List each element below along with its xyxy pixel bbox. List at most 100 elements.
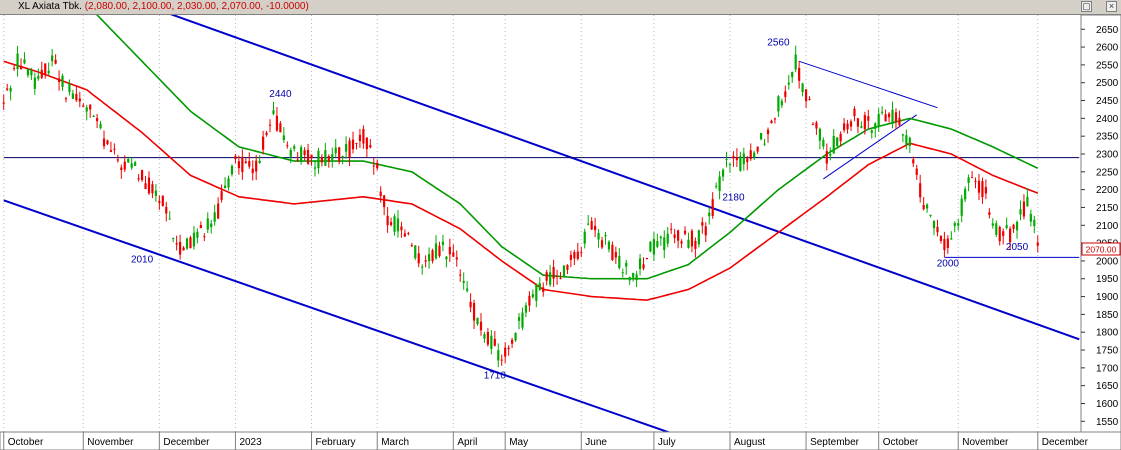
candle-body <box>71 93 74 99</box>
candle-body <box>642 264 645 269</box>
candle-body <box>369 144 372 148</box>
candle-body <box>566 265 569 270</box>
candle-body <box>981 181 984 198</box>
candle-body <box>905 135 908 145</box>
y-tick-label: 2000 <box>1096 256 1119 267</box>
candle-body <box>338 147 341 162</box>
candle-body <box>587 223 590 225</box>
candle-body <box>324 150 327 166</box>
candle-body <box>977 180 981 193</box>
candle-body <box>365 137 368 150</box>
candle-body <box>521 312 524 328</box>
candle-body <box>230 165 234 175</box>
candle-body <box>185 238 189 249</box>
candle-body <box>414 245 417 259</box>
candle-body <box>199 225 202 229</box>
annotations: 2560 2440 2010 2180 1710 2000 2050 <box>131 37 1029 381</box>
candle-body <box>749 150 752 159</box>
candle-body <box>836 137 839 147</box>
candle-body <box>604 235 607 237</box>
candle-body <box>438 245 441 256</box>
y-tick-label: 2200 <box>1096 185 1119 196</box>
candle-body <box>960 198 963 216</box>
y-axis: 1550 1600 1650 1700 1750 1800 1850 1900 1950 2000… <box>1081 25 1119 428</box>
price-annotation: 2560 <box>767 37 790 48</box>
last-price-badge: 2070.00 <box>1081 242 1121 256</box>
candle-body <box>483 334 486 339</box>
plot-background <box>0 15 1081 432</box>
candle-body <box>798 67 801 81</box>
candle-body <box>721 169 725 177</box>
candle-body <box>645 258 649 260</box>
candle-body <box>891 109 894 125</box>
candle-body <box>30 70 33 76</box>
candle-body <box>614 252 617 258</box>
x-tick-label: 2023 <box>239 437 262 448</box>
candle-body <box>16 53 19 70</box>
candle-body <box>683 230 687 234</box>
y-axis-panel <box>1080 14 1121 436</box>
candle-body <box>735 157 738 161</box>
candle-body <box>549 272 552 285</box>
candle-body <box>296 159 299 161</box>
ohlc-readout: (2,080.00, 2,100.00, 2,030.00, 2,070.00,… <box>84 1 309 12</box>
candle-body <box>47 70 50 74</box>
candle-body <box>656 241 659 247</box>
candle-body <box>400 226 403 231</box>
candle-body <box>663 237 666 251</box>
candle-body <box>867 116 870 121</box>
candle-body <box>479 321 483 331</box>
candle-body <box>1026 196 1029 207</box>
candle-body <box>393 216 396 232</box>
candle-body <box>829 154 832 156</box>
candle-body <box>974 180 977 182</box>
y-tick-label: 2400 <box>1096 114 1119 125</box>
trend-lines <box>3 0 1080 437</box>
candle-body <box>151 184 154 194</box>
candle-body <box>583 231 586 244</box>
candle-body <box>355 142 358 144</box>
candle-body <box>815 122 818 129</box>
x-tick-label: March <box>381 437 409 448</box>
window-title: XL Axiata Tbk. <box>18 1 82 12</box>
candle-body <box>998 226 1001 242</box>
candle-body <box>946 238 949 248</box>
candle-body <box>628 277 631 281</box>
candle-body <box>57 78 61 83</box>
candle-body <box>777 96 780 112</box>
x-axis-panel <box>0 431 1121 450</box>
candle-body <box>196 231 199 238</box>
candle-body <box>524 305 528 313</box>
candle-body <box>376 162 379 169</box>
candle-body <box>168 218 171 220</box>
candle-body <box>134 162 137 166</box>
candle-body <box>220 191 223 200</box>
candle-body <box>459 274 462 276</box>
candle-body <box>600 240 604 248</box>
candle-body <box>1029 213 1032 222</box>
candle-body <box>265 132 268 135</box>
candle-body <box>262 136 265 150</box>
candle-body <box>372 165 375 167</box>
x-tick-label: November <box>962 437 1009 448</box>
candle-body <box>144 183 147 190</box>
restore-button[interactable]: ▢ <box>1081 1 1092 12</box>
candle-body <box>255 160 258 172</box>
candle-body <box>919 183 922 198</box>
candle-body <box>507 347 510 350</box>
candle-body <box>466 288 469 291</box>
candle-body <box>258 160 261 164</box>
last-price-label: 2070.00 <box>1086 245 1117 255</box>
close-icon[interactable]: × <box>1106 1 1117 12</box>
candle-body <box>341 156 344 158</box>
candle-body <box>33 77 36 89</box>
trend-line <box>128 0 1080 341</box>
candle-body <box>351 139 355 150</box>
candle-body <box>61 75 64 87</box>
candle-body <box>331 154 334 160</box>
candle-body <box>179 242 182 255</box>
candle-body <box>887 113 891 118</box>
candle-body <box>289 149 292 157</box>
candle-body <box>573 252 576 259</box>
